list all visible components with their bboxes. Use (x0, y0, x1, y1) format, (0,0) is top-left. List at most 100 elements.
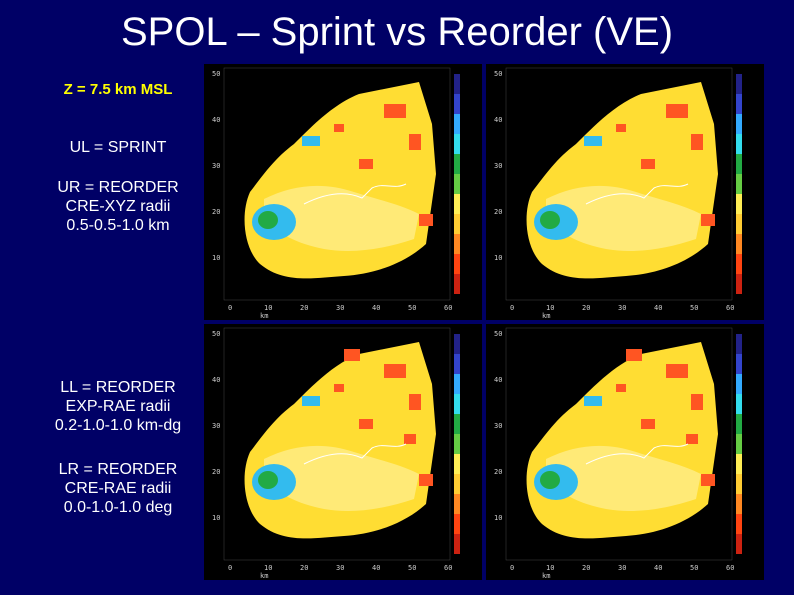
x-unit-label: km (542, 572, 550, 580)
color-bar-segment (736, 234, 742, 254)
color-bar-segment (454, 274, 460, 294)
color-bar-segment (736, 534, 742, 554)
legend-ur-line-1: UR = REORDER (57, 179, 179, 196)
legend-ur: UR = REORDER CRE-XYZ radii 0.5-0.5-1.0 k… (36, 178, 200, 235)
orange-cell (344, 349, 360, 361)
y-tick-label: 20 (494, 208, 502, 216)
y-tick-label: 20 (212, 208, 220, 216)
orange-cell (409, 394, 421, 410)
x-tick-label: 30 (336, 304, 344, 312)
color-bar-segment (736, 154, 742, 174)
color-bar-segment (736, 494, 742, 514)
panel-lower-left: 0 10 20 30 40 50 60 50 40 30 20 10 km (204, 324, 482, 580)
color-bar-segment (454, 74, 460, 94)
color-bar-segment (736, 474, 742, 494)
y-tick-label: 50 (494, 70, 502, 78)
color-bar-segment (736, 274, 742, 294)
orange-cell (666, 364, 688, 378)
orange-cell (641, 159, 655, 169)
y-tick-label: 10 (494, 514, 502, 522)
x-tick-label: 0 (510, 564, 514, 572)
green-cell (258, 471, 278, 489)
color-bar-segment (454, 334, 460, 354)
color-bar-segment (454, 134, 460, 154)
legend-ll-line-2: EXP-RAE radii (65, 398, 171, 415)
y-tick-label: 10 (494, 254, 502, 262)
x-tick-label: 40 (372, 564, 380, 572)
cyan-cell (302, 396, 320, 406)
echo-light-region (546, 185, 701, 251)
y-tick-label: 50 (494, 330, 502, 338)
legend-ll: LL = REORDER EXP-RAE radii 0.2-1.0-1.0 k… (36, 378, 200, 435)
echo-light-region (264, 445, 419, 511)
color-bar-segment (736, 334, 742, 354)
orange-cell (626, 349, 642, 361)
color-bar-segment (736, 374, 742, 394)
echo-light-region (546, 445, 701, 511)
color-bar-segment (454, 254, 460, 274)
orange-cell (409, 134, 421, 150)
cyan-cell (302, 136, 320, 146)
y-tick-label: 40 (494, 376, 502, 384)
x-tick-label: 50 (408, 564, 416, 572)
legend-ur-line-2: CRE-XYZ radii (65, 198, 171, 215)
color-bar-segment (736, 74, 742, 94)
y-tick-label: 40 (494, 116, 502, 124)
x-tick-label: 60 (726, 564, 734, 572)
height-label: Z = 7.5 km MSL (63, 81, 173, 98)
color-bar-segment (736, 514, 742, 534)
color-bar-segment (736, 174, 742, 194)
color-bar-segment (736, 94, 742, 114)
x-tick-label: 10 (264, 304, 272, 312)
x-tick-label: 20 (582, 564, 590, 572)
boundary-line (585, 443, 689, 465)
color-bar-segment (454, 234, 460, 254)
boundary-line (585, 183, 689, 205)
orange-cell (419, 474, 433, 486)
panel-upper-left: 0 10 20 30 40 50 60 50 40 30 20 10 km (204, 64, 482, 320)
x-tick-label: 30 (618, 304, 626, 312)
orange-cell (359, 419, 373, 429)
boundary-line (303, 443, 407, 465)
color-bar-segment (736, 354, 742, 374)
orange-cell (334, 384, 344, 392)
x-tick-label: 40 (654, 304, 662, 312)
x-tick-label: 10 (546, 304, 554, 312)
color-bar-segment (454, 454, 460, 474)
color-bar-segment (736, 114, 742, 134)
green-cell (540, 211, 560, 229)
legend-ur-line-3: 0.5-0.5-1.0 km (66, 217, 170, 234)
legend-ul-line-1: UL = SPRINT (69, 139, 167, 156)
color-bar-segment (454, 214, 460, 234)
color-bar-segment (454, 194, 460, 214)
color-bar-segment (454, 494, 460, 514)
legend-ll-line-3: 0.2-1.0-1.0 km-dg (54, 417, 182, 434)
y-tick-label: 50 (212, 70, 220, 78)
x-tick-label: 0 (228, 564, 232, 572)
color-bar-segment (454, 94, 460, 114)
legend-lr: LR = REORDER CRE-RAE radii 0.0-1.0-1.0 d… (36, 460, 200, 517)
x-tick-label: 50 (408, 304, 416, 312)
color-bar-segment (454, 414, 460, 434)
legend-lr-line-3: 0.0-1.0-1.0 deg (63, 499, 173, 516)
legend-ll-line-1: LL = REORDER (60, 379, 176, 396)
y-tick-label: 30 (212, 162, 220, 170)
y-tick-label: 10 (212, 254, 220, 262)
orange-cell (701, 474, 715, 486)
x-tick-label: 40 (372, 304, 380, 312)
boundary-line (303, 183, 407, 205)
y-tick-label: 20 (494, 468, 502, 476)
color-bar-segment (454, 354, 460, 374)
color-bar-segment (736, 414, 742, 434)
green-cell (540, 471, 560, 489)
color-bar-segment (454, 154, 460, 174)
x-tick-label: 60 (444, 564, 452, 572)
x-unit-label: km (260, 312, 268, 320)
y-tick-label: 20 (212, 468, 220, 476)
orange-cell (686, 434, 698, 444)
orange-cell (359, 159, 373, 169)
y-tick-label: 30 (494, 162, 502, 170)
echo-light-region (264, 185, 419, 251)
legend-lr-line-1: LR = REORDER (58, 461, 178, 478)
panel-upper-right: 0 10 20 30 40 50 60 50 40 30 20 10 km (486, 64, 764, 320)
